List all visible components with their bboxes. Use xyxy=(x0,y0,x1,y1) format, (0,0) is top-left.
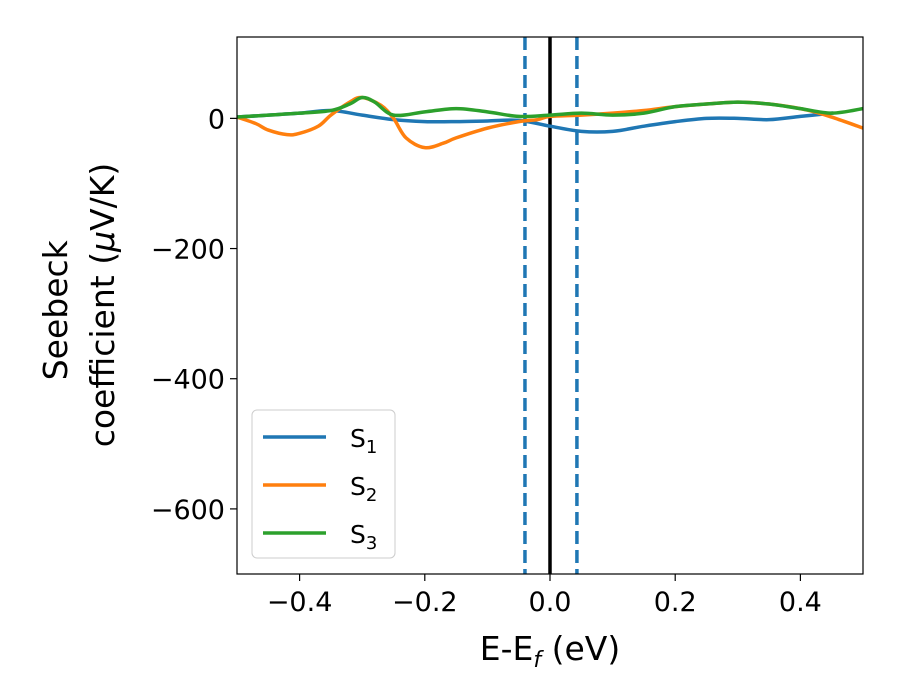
y-tick-label: −600 xyxy=(151,495,225,526)
x-axis: −0.4 −0.2 0.0 0.2 0.4 xyxy=(267,574,822,618)
y-axis-title: Seebeck coefficient (μV/K) xyxy=(36,163,122,448)
y-axis-title-line2: coefficient (μV/K) xyxy=(83,163,122,448)
y-tick-label: −400 xyxy=(151,365,225,396)
legend: S1 S2 S3 xyxy=(251,409,396,559)
x-tick-label: −0.4 xyxy=(267,587,333,618)
y-axis: 0 −200 −400 −600 xyxy=(151,104,237,526)
x-tick-label: 0.0 xyxy=(529,587,572,618)
x-tick-label: 0.4 xyxy=(779,587,822,618)
legend-label-s1: S1 xyxy=(350,424,377,458)
y-tick-label: 0 xyxy=(208,104,225,135)
y-tick-label: −200 xyxy=(151,235,225,266)
legend-label-s2: S2 xyxy=(350,472,377,506)
y-axis-title-line1: Seebeck xyxy=(36,239,75,380)
x-tick-label: −0.2 xyxy=(392,587,458,618)
legend-label-s3: S3 xyxy=(350,520,377,554)
series-line-s3 xyxy=(237,95,863,119)
x-axis-title: E-Ef (eV) xyxy=(480,629,620,673)
series-lines xyxy=(237,95,863,150)
x-tick-label: 0.2 xyxy=(654,587,697,618)
